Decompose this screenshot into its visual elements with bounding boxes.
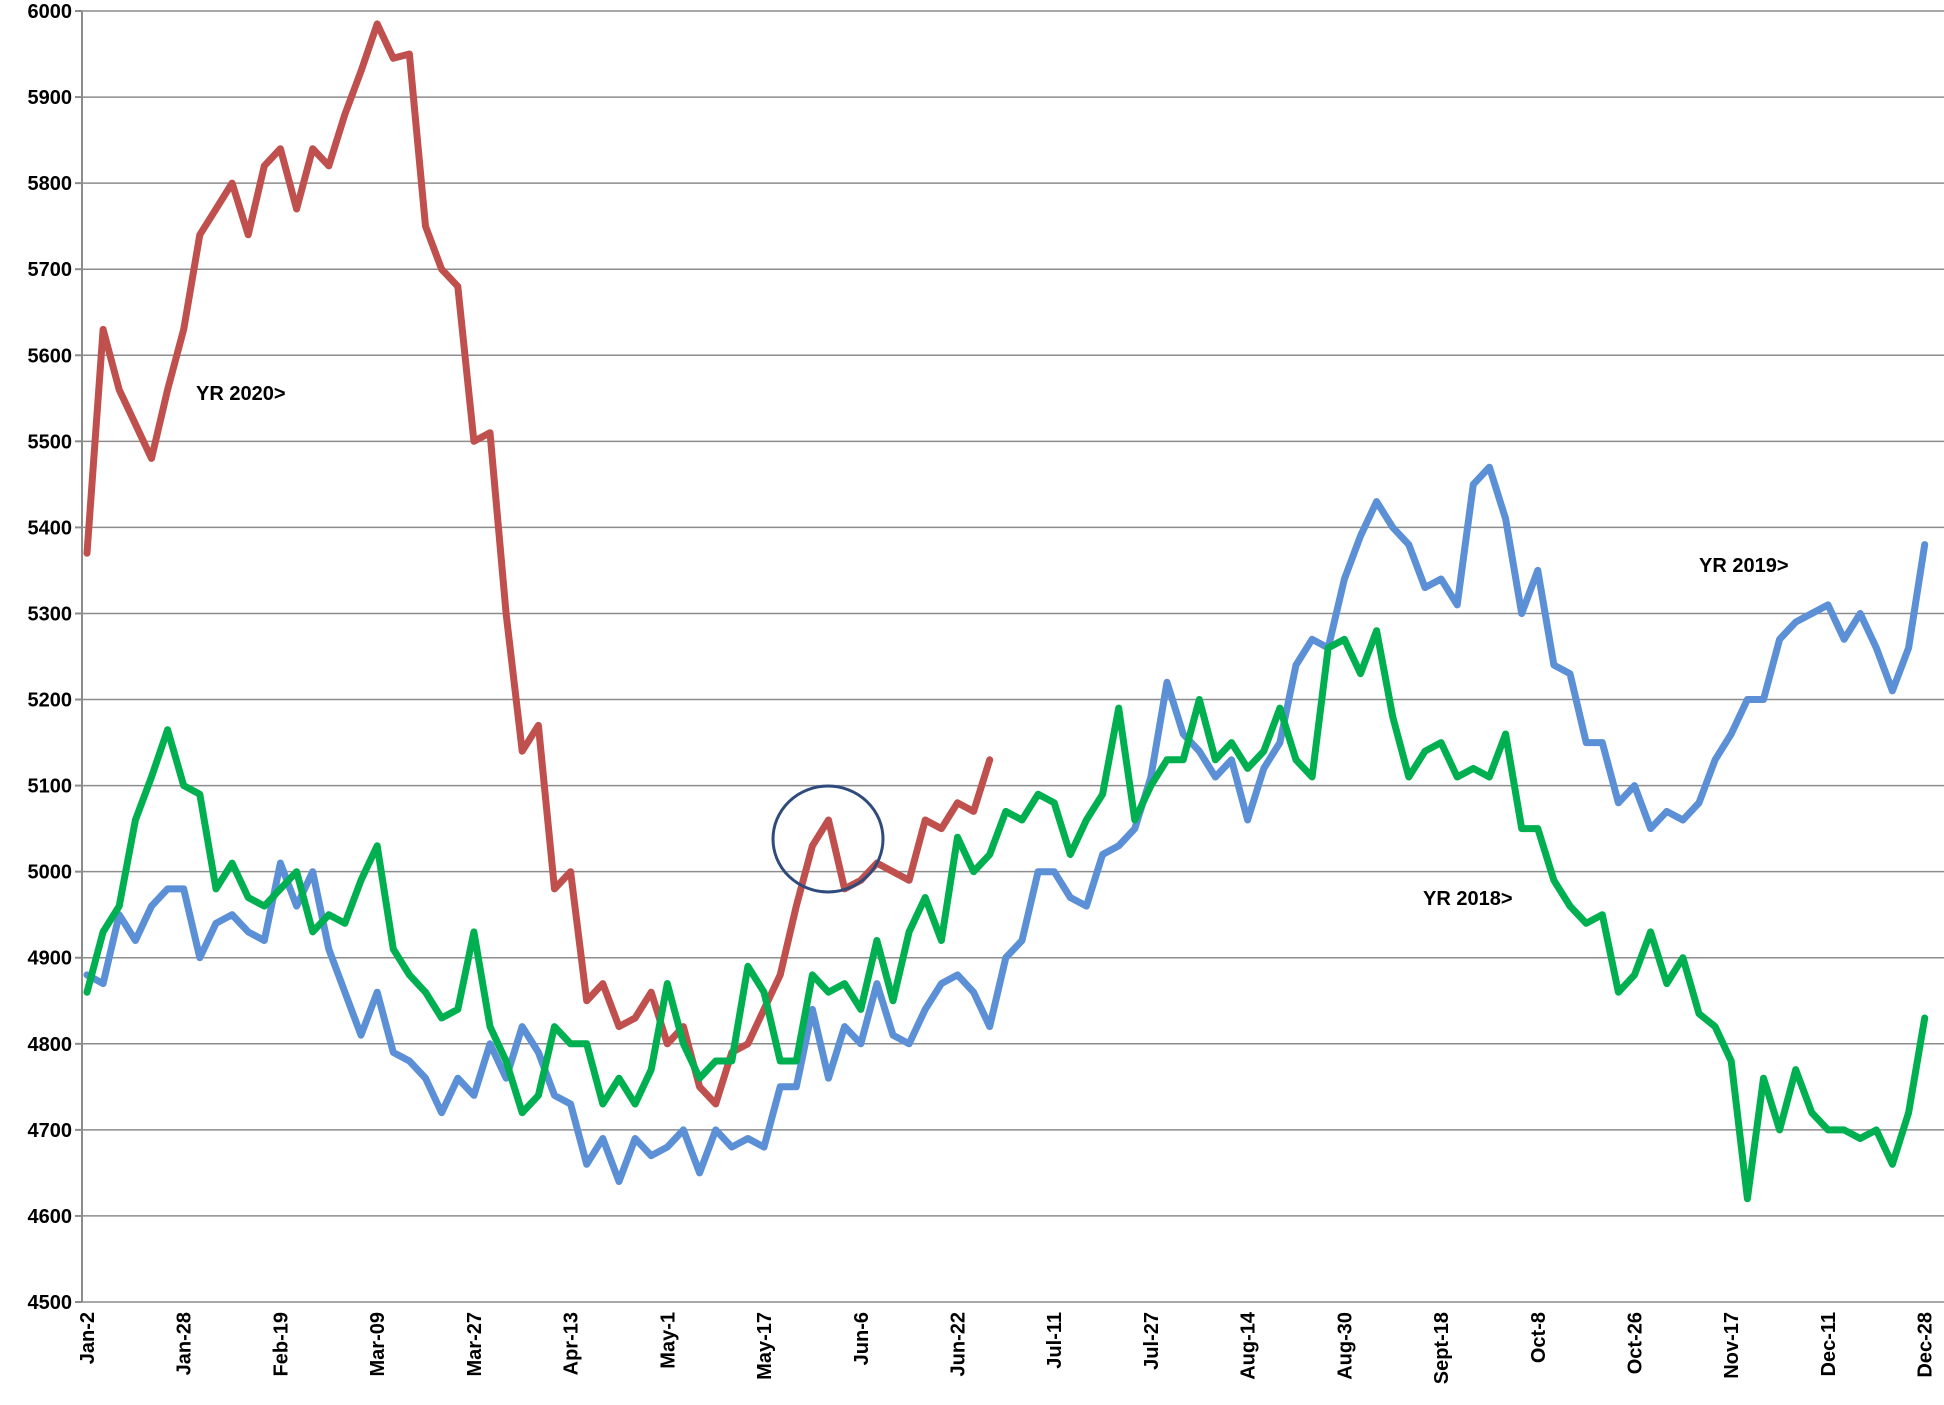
x-tick-label: Jan-2 bbox=[77, 1312, 99, 1364]
x-tick-label: Aug-14 bbox=[1238, 1311, 1260, 1380]
x-tick-label: Oct-26 bbox=[1625, 1312, 1647, 1374]
x-tick-label: Feb-19 bbox=[270, 1312, 292, 1376]
x-tick-label: Jan-28 bbox=[174, 1312, 196, 1375]
y-tick-label: 5900 bbox=[28, 87, 73, 109]
y-tick-label: 5400 bbox=[28, 517, 73, 539]
series-line bbox=[83, 463, 1929, 1185]
x-tick-label: Jun-6 bbox=[851, 1312, 873, 1365]
lines bbox=[83, 20, 1929, 1203]
y-tick-label: 4600 bbox=[28, 1206, 73, 1228]
series-line bbox=[83, 20, 994, 1108]
y-tick-label: 4700 bbox=[28, 1120, 73, 1142]
y-tick-label: 4500 bbox=[28, 1292, 73, 1314]
series-line bbox=[83, 627, 1929, 1203]
y-tick-label: 5700 bbox=[28, 259, 73, 281]
y-tick-label: 5500 bbox=[28, 431, 73, 453]
series-label: YR 2018> bbox=[1423, 888, 1513, 910]
x-tick-label: May-1 bbox=[657, 1312, 679, 1369]
x-tick-label: May-17 bbox=[754, 1312, 776, 1380]
x-tick-label: Dec-11 bbox=[1818, 1312, 1840, 1377]
x-tick-label: Apr-13 bbox=[561, 1312, 583, 1375]
grid bbox=[82, 10, 1944, 1303]
x-tick-label: Dec-28 bbox=[1915, 1312, 1937, 1378]
x-tick-label: Jul-11 bbox=[1044, 1312, 1066, 1369]
y-tick-label: 5600 bbox=[28, 345, 73, 367]
y-tick-label: 5100 bbox=[28, 776, 73, 798]
x-tick-label: Mar-09 bbox=[367, 1312, 389, 1376]
y-tick-label: 5300 bbox=[28, 603, 73, 625]
x-tick-label: Jul-27 bbox=[1141, 1312, 1163, 1370]
y-tick-label: 4900 bbox=[28, 948, 73, 970]
x-tick-label: Mar-27 bbox=[464, 1312, 486, 1376]
x-tick-label: Nov-17 bbox=[1721, 1312, 1743, 1379]
x-tick-label: Oct-8 bbox=[1528, 1312, 1550, 1363]
highlight-circle bbox=[771, 784, 885, 894]
series-label: YR 2020> bbox=[196, 383, 286, 405]
y-tick-label: 6000 bbox=[28, 1, 73, 23]
x-tick-label: Jun-22 bbox=[947, 1312, 969, 1376]
y-tick-label: 5000 bbox=[28, 862, 73, 884]
y-tick-label: 5800 bbox=[28, 173, 73, 195]
series-label: YR 2019> bbox=[1699, 555, 1789, 577]
x-tick-label: Sept-18 bbox=[1431, 1312, 1453, 1384]
x-tick-label: Aug-30 bbox=[1334, 1312, 1356, 1380]
y-tick-label: 4800 bbox=[28, 1034, 73, 1056]
y-tick-label: 5200 bbox=[28, 690, 73, 712]
